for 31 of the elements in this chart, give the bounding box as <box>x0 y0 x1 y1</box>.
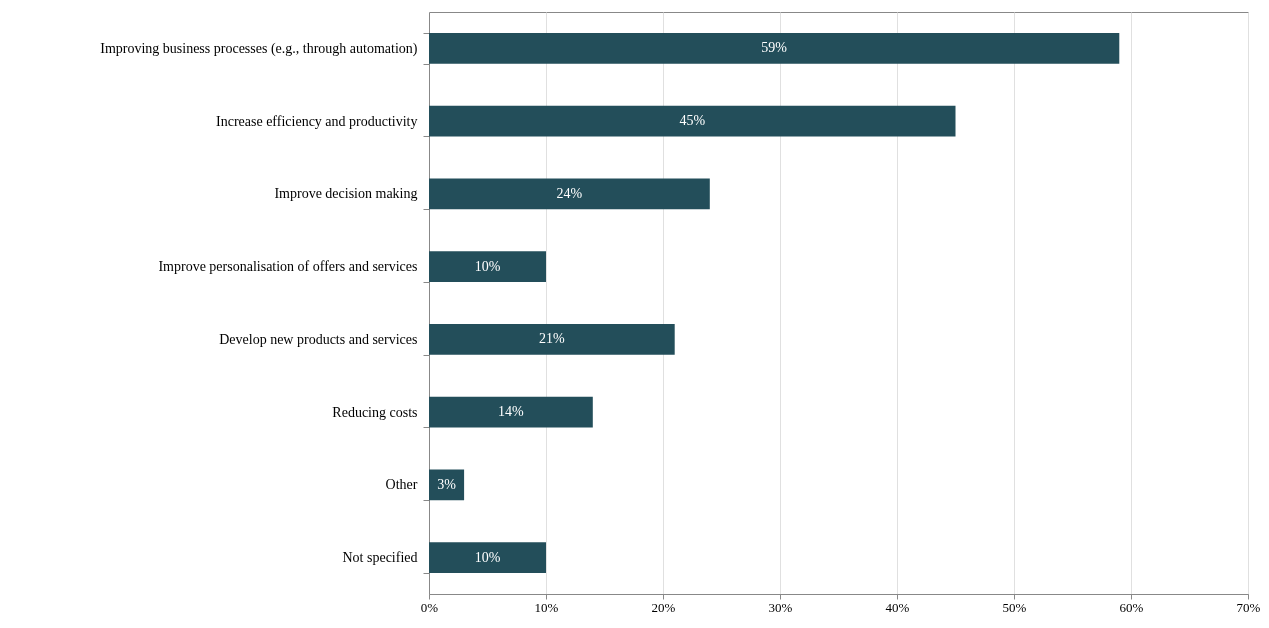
data-label: 45% <box>679 113 706 129</box>
y-tick-label: Increase efficiency and productivity <box>216 113 418 129</box>
bar <box>429 251 546 282</box>
x-tick-label: 50% <box>1002 599 1027 615</box>
x-tick-label: 10% <box>534 599 559 615</box>
y-tick-label: Improve decision making <box>274 186 418 202</box>
x-tick-label: 30% <box>768 599 793 615</box>
x-tick-label: 70% <box>1236 599 1261 615</box>
y-tick-label: Other <box>385 477 418 493</box>
bar <box>429 178 710 210</box>
x-tick-label: 0% <box>420 599 439 615</box>
x-tick-label: 60% <box>1119 599 1144 615</box>
y-tick-label: Improving business processes (e.g., through automation) <box>100 40 418 57</box>
data-label: 24% <box>556 185 583 201</box>
bar <box>429 33 1120 64</box>
bar <box>429 396 593 428</box>
bar <box>429 324 675 355</box>
bar <box>429 105 956 137</box>
y-tick-label: Develop new products and services <box>219 331 418 347</box>
data-label: 21% <box>539 331 566 347</box>
x-tick-label: 40% <box>885 599 910 615</box>
data-label: 59% <box>761 40 788 56</box>
y-tick-label: Not specified <box>342 550 418 566</box>
y-tick-label: Reducing costs <box>332 404 418 420</box>
y-tick-label: Improve personalisation of offers and services <box>158 259 418 275</box>
bar <box>429 542 546 573</box>
data-label: 3% <box>437 476 457 492</box>
data-label: 10% <box>474 258 501 274</box>
x-tick-label: 20% <box>651 599 676 615</box>
data-label: 14% <box>498 404 525 420</box>
data-label: 10% <box>474 549 501 565</box>
